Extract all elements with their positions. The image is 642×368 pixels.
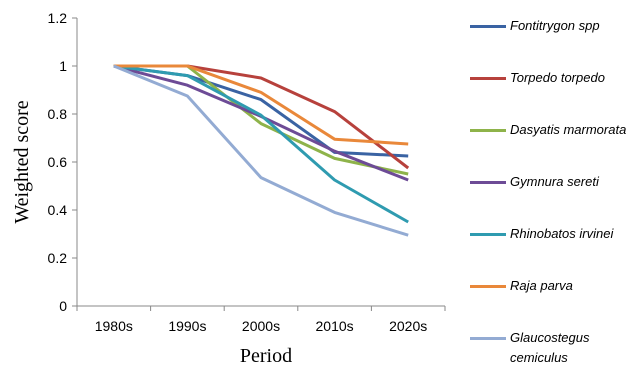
y-tick-label: 0.4 — [48, 202, 68, 218]
legend-label: Torpedo torpedo — [510, 70, 605, 85]
legend-swatch — [470, 77, 506, 80]
x-axis-title: Period — [240, 345, 292, 367]
legend-label: Rhinobatos irvinei — [510, 226, 614, 241]
y-tick-label: 1 — [59, 58, 67, 74]
y-tick-label: 1.2 — [48, 10, 68, 26]
series-line-glaucostegus-cemiculus — [113, 64, 409, 237]
legend-swatch — [470, 285, 506, 288]
series-line-rhinobatos-irvinei — [113, 64, 409, 224]
y-axis-title: Weighted score — [11, 100, 33, 223]
legend-swatch — [470, 337, 506, 340]
y-tick-label: 0.6 — [48, 154, 68, 170]
y-tick-label: 0 — [59, 298, 67, 314]
legend-swatch — [470, 129, 506, 132]
x-tick-label: 2000s — [242, 318, 280, 334]
series-lines — [113, 64, 410, 237]
series-line-raja-parva — [113, 64, 409, 146]
legend-label: Fontitrygon spp — [510, 18, 600, 33]
legend-label: Dasyatis marmorata — [510, 122, 627, 137]
legend-swatch — [470, 25, 506, 28]
x-tick-label: 2010s — [316, 318, 354, 334]
x-tick-label: 2020s — [389, 318, 427, 334]
y-tick-label: 0.8 — [48, 106, 68, 122]
legend-swatch — [470, 181, 506, 184]
y-axis-ticks: 0 0.2 0.4 0.6 0.8 1 1.2 — [48, 10, 77, 314]
legend-label: Glaucostegus cemiculus — [510, 330, 590, 365]
series-line-dasyatis-marmorata — [113, 64, 409, 176]
x-tick-label: 1980s — [95, 318, 133, 334]
legend-label: Gymnura sereti — [510, 174, 599, 189]
legend-label: Raja parva — [510, 278, 573, 293]
y-tick-label: 0.2 — [48, 250, 68, 266]
legend-swatch — [470, 233, 506, 236]
legend: Fontitrygon spp Torpedo torpedo Dasyatis m… — [468, 0, 642, 368]
x-axis-ticks: 1980s 1990s 2000s 2010s 2020s — [76, 306, 446, 334]
x-tick-label: 1990s — [168, 318, 206, 334]
